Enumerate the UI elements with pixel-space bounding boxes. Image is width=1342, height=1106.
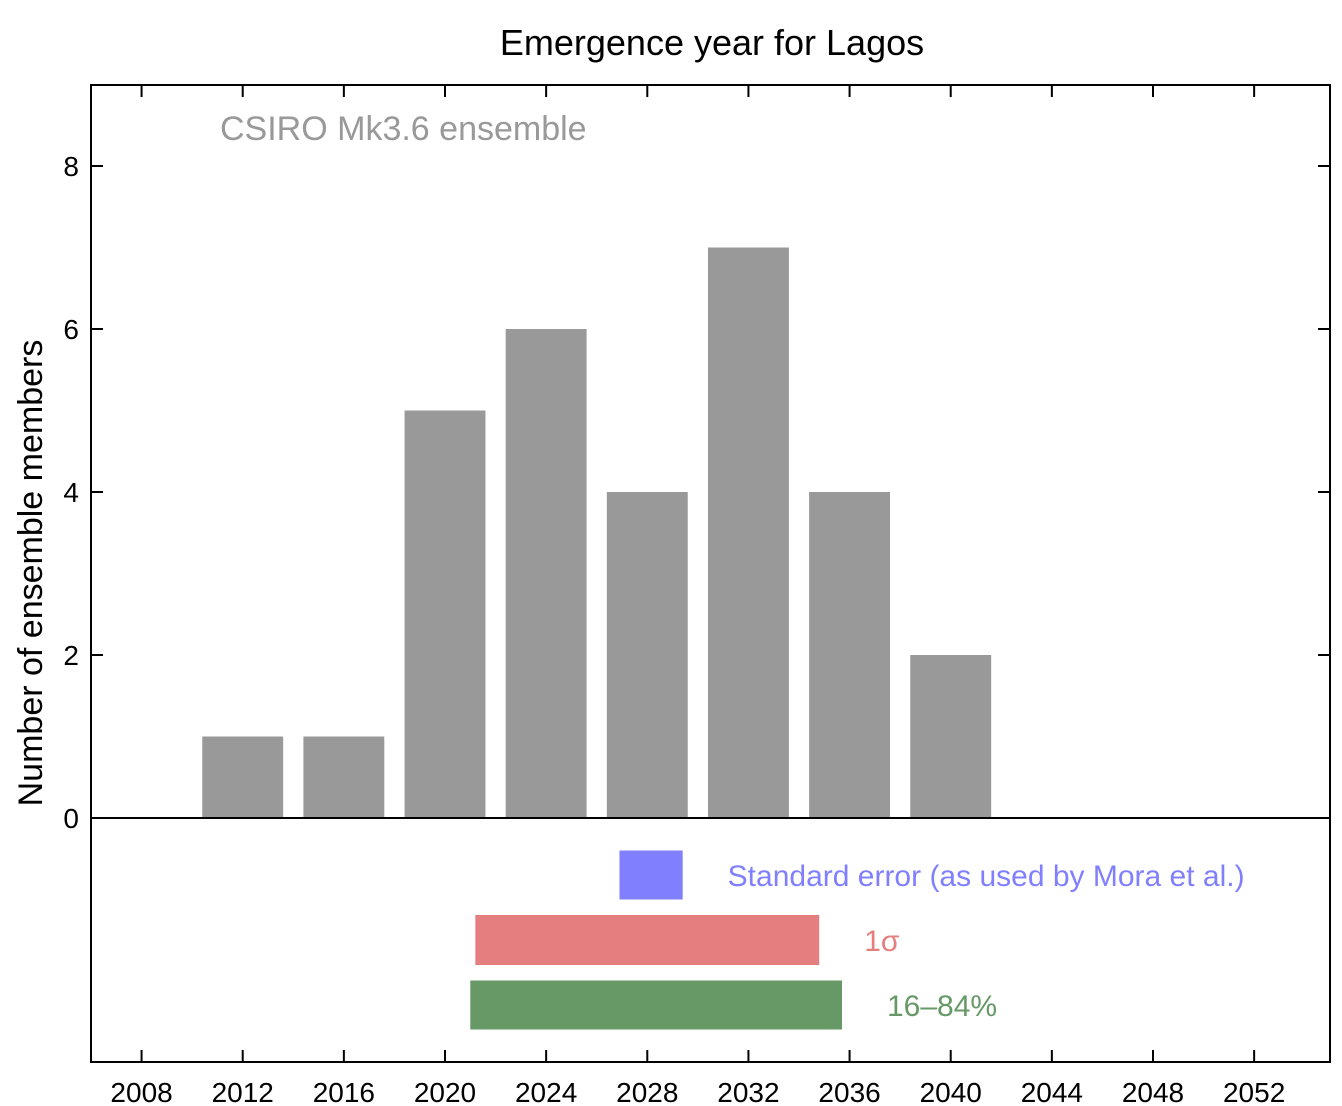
- x-tick-label-2012: 2012: [212, 1077, 274, 1106]
- bar-2028: [606, 492, 688, 818]
- y-tick-label-8: 8: [63, 151, 79, 182]
- bar-2020: [404, 410, 486, 818]
- range-label-2: 16–84%: [887, 990, 997, 1023]
- x-tick-label-2024: 2024: [515, 1077, 577, 1106]
- range-bar-1: [475, 915, 820, 965]
- range-bar-0: [619, 850, 683, 900]
- x-tick-label-2044: 2044: [1021, 1077, 1083, 1106]
- chart-title: Emergence year for Lagos: [500, 22, 924, 63]
- x-tick-label-2036: 2036: [818, 1077, 880, 1106]
- axes-frame: [90, 84, 1331, 1063]
- bar-2012: [202, 736, 284, 818]
- x-tick-label-2028: 2028: [616, 1077, 678, 1106]
- model-annotation: CSIRO Mk3.6 ensemble: [220, 110, 587, 148]
- x-tick-label-2048: 2048: [1122, 1077, 1184, 1106]
- y-tick-label-6: 6: [63, 314, 79, 345]
- range-bar-2: [470, 980, 842, 1030]
- x-tick-label-2008: 2008: [110, 1077, 172, 1106]
- x-tick-label-2040: 2040: [920, 1077, 982, 1106]
- x-tick-label-2016: 2016: [313, 1077, 375, 1106]
- bar-2016: [303, 736, 385, 818]
- bar-2036: [809, 492, 891, 818]
- y-tick-label-2: 2: [63, 640, 79, 671]
- x-tick-label-2020: 2020: [414, 1077, 476, 1106]
- bar-2024: [505, 329, 587, 818]
- range-label-0: Standard error (as used by Mora et al.): [728, 860, 1245, 893]
- x-tick-label-2032: 2032: [717, 1077, 779, 1106]
- y-tick-label-0: 0: [63, 803, 79, 834]
- x-tick-label-2052: 2052: [1223, 1077, 1285, 1106]
- bar-2032: [707, 247, 789, 818]
- y-tick-label-4: 4: [63, 477, 79, 508]
- bar-2040: [910, 655, 992, 818]
- y-axis-label: Number of ensemble members: [12, 340, 50, 807]
- range-label-1: 1σ: [864, 925, 900, 958]
- plot-area: Standard error (as used by Mora et al.) 1…: [63, 84, 1331, 1106]
